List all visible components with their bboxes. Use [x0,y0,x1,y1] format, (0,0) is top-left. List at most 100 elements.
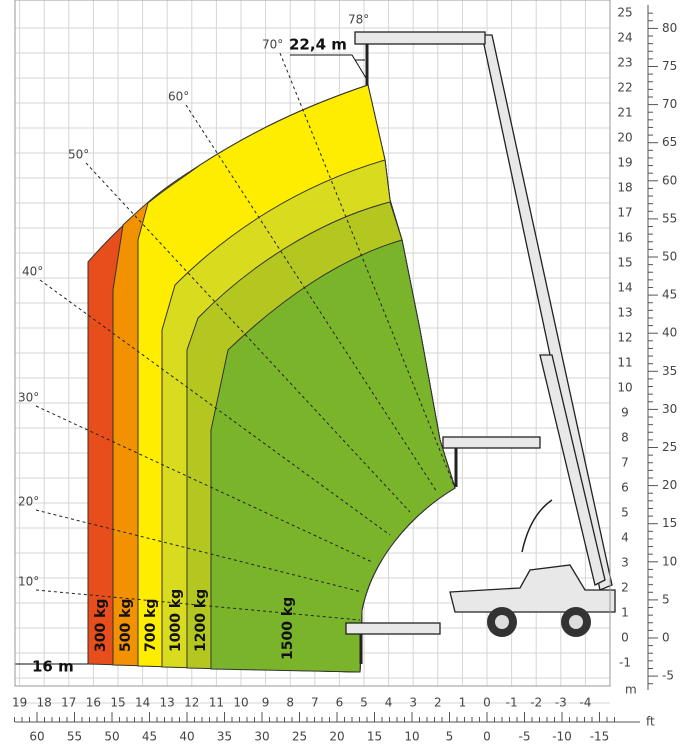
y-m-label: 6 [621,481,629,495]
x-ft-label: 30 [254,730,269,744]
x-ft-label: 35 [217,730,232,744]
x-m-label: 14 [135,696,150,710]
hub-front [495,615,509,629]
x-m-label: 5 [360,696,368,710]
x-ft-label: 15 [367,730,382,744]
height-leader [290,55,366,78]
y-m-label: 13 [617,306,632,320]
min-reach: 16 m [32,658,74,676]
y-m-label: 12 [617,331,632,345]
angle-label: 50° [68,148,89,162]
angle-label: 78° [348,13,369,27]
x-m-label: 1 [459,696,467,710]
x-m-label: -3 [555,696,567,710]
y-ft-label: 50 [662,250,677,264]
y-ft-label: 70 [662,97,677,111]
y-ft-label: -5 [662,669,674,683]
angle-label: 30° [18,391,39,405]
y-ft-label: 65 [662,135,677,149]
x-m-label: 10 [233,696,248,710]
y-m-label: 1 [621,606,629,620]
hub-rear [569,615,583,629]
y-m-label: 11 [617,356,632,370]
x-m-label: 13 [160,696,175,710]
x-ft-label: 5 [446,730,454,744]
y-m-label: 0 [621,631,629,645]
y-m-label: 17 [617,206,632,220]
y-ft-label: 60 [662,173,677,187]
angle-label: 70° [262,38,283,52]
x-m-label: -2 [530,696,542,710]
y-ft-label: 5 [662,592,670,606]
y-m-label: 4 [621,531,629,545]
y-m-label: 7 [621,456,629,470]
x-m-label: 0 [483,696,491,710]
x-ft-label: 60 [29,730,44,744]
y-m-label: 16 [617,231,632,245]
max-height: 22,4 m [289,36,347,54]
y-ft-label: 30 [662,402,677,416]
y-ft-label: 20 [662,478,677,492]
angle-label: 10° [18,575,39,589]
y-m-label: 10 [617,381,632,395]
chassis [450,565,615,612]
y-m-label: -1 [619,656,631,670]
y-m-label: 25 [617,6,632,20]
platform-mid [443,437,540,448]
y-m-label: 19 [617,156,632,170]
y-m-label: 20 [617,131,632,145]
x-ft-label: 55 [67,730,82,744]
x-ft-label: -10 [552,730,572,744]
y-m-label: 23 [617,56,632,70]
x-ft-label: 25 [292,730,307,744]
y-ft-label: 15 [662,516,677,530]
x-ft-label: 40 [179,730,194,744]
angle-label: 40° [22,265,43,279]
x-m-label: 12 [184,696,199,710]
x-m-label: 16 [86,696,101,710]
y-ft-label: 55 [662,211,677,225]
x-m-label: 4 [385,696,393,710]
x-m-label: 17 [61,696,76,710]
y-m-label: 14 [617,281,632,295]
y-m-label: 21 [617,106,632,120]
y-m-label: 18 [617,181,632,195]
y-m-label: 3 [621,556,629,570]
angle-label: 60° [168,90,189,104]
x-m-label: 2 [434,696,442,710]
x-m-label: -4 [579,696,591,710]
x-m-label: 15 [110,696,125,710]
x-m-label: 6 [336,696,344,710]
x-ft-label: 50 [104,730,119,744]
y-ft-label: 45 [662,288,677,302]
y-ft-label: 80 [662,21,677,35]
y-ft-label: 75 [662,59,677,73]
zone-label: 1500 kg [280,597,296,660]
platform-low [346,623,440,634]
y-m-label: 24 [617,31,632,45]
y-ft-label: 35 [662,364,677,378]
platform-top [355,32,485,44]
x-ft-label: -15 [590,730,610,744]
x-m-label: -1 [506,696,518,710]
y-ft-label: 25 [662,440,677,454]
x-m-label: 7 [311,696,319,710]
x-ft-label: 10 [404,730,419,744]
y-m-label: 8 [621,431,629,445]
x-ft-label: 0 [483,730,491,744]
boom-inner [540,355,605,585]
load-chart: 78°70°60°50°40°30°20°10° 22,4 m 16 m 191… [0,0,685,745]
x-m-label: 11 [209,696,224,710]
rotation-arrow [522,500,552,552]
zone-label: 1200 kg [193,589,209,652]
zone-label: 500 kg [118,599,134,652]
zone-label: 1000 kg [168,589,184,652]
x-m-label: 9 [262,696,270,710]
x-m-label: 18 [37,696,52,710]
y-ft-label: 10 [662,554,677,568]
x-ft-label: 45 [142,730,157,744]
y-m-label: 15 [617,256,632,270]
y-m-label: 2 [621,581,629,595]
x-ft-label: -5 [519,730,531,744]
x-ft-label: 20 [329,730,344,744]
